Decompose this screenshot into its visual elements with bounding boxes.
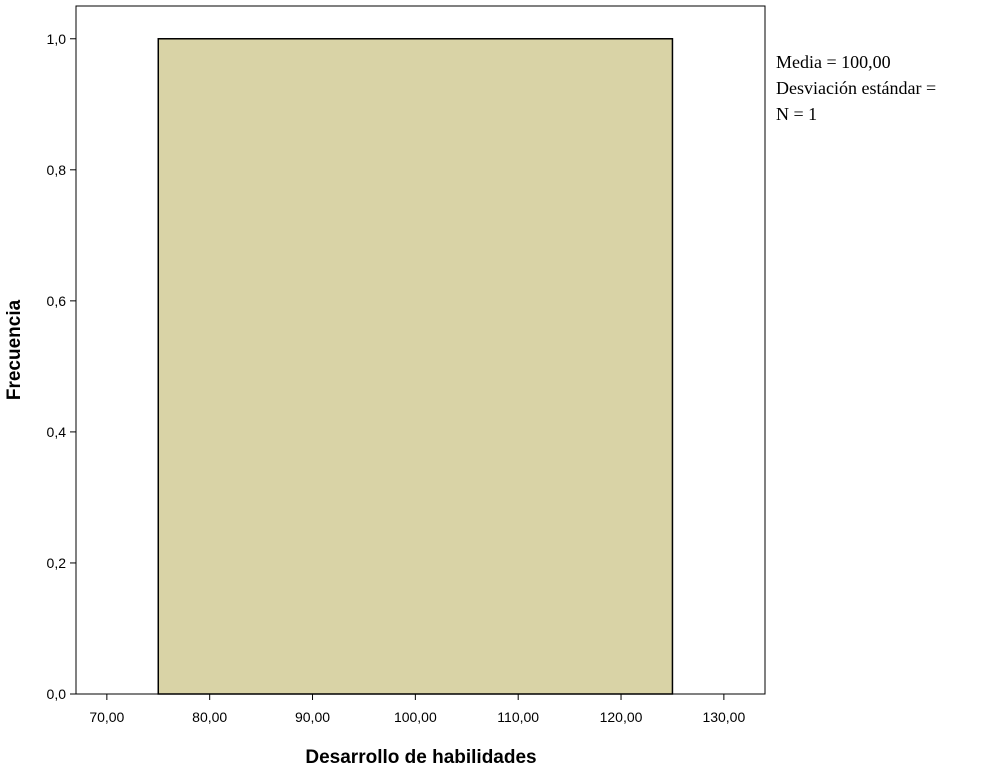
x-tick-label: 70,00 — [89, 709, 124, 725]
x-tick-label: 100,00 — [394, 709, 437, 725]
x-tick-label: 90,00 — [295, 709, 330, 725]
y-tick-label: 0,4 — [47, 424, 67, 440]
x-tick-label: 130,00 — [702, 709, 745, 725]
histogram-bar — [157, 38, 674, 695]
x-tick-label: 110,00 — [497, 709, 539, 725]
bars-layer — [157, 38, 674, 695]
y-tick-label: 0,8 — [47, 162, 67, 178]
y-tick-label: 1,0 — [47, 31, 67, 47]
y-tick-label: 0,0 — [47, 686, 67, 702]
y-tick-label: 0,2 — [47, 555, 67, 571]
x-axis: 70,00 80,00 90,00 100,00 110,00 120,00 130,00 — [89, 694, 745, 725]
y-tick-label: 0,6 — [47, 293, 67, 309]
x-tick-label: 80,00 — [192, 709, 227, 725]
x-axis-title: Desarrollo de habilidades — [305, 747, 536, 768]
stats-mean: Media = 100,00 — [776, 52, 891, 72]
x-tick-label: 120,00 — [600, 709, 643, 725]
y-axis-title: Frecuencia — [4, 299, 25, 400]
stats-std-dev: Desviación estándar = — [776, 78, 936, 98]
y-axis: 0,0 0,2 0,4 0,6 0,8 1,0 — [47, 31, 76, 702]
stats-n: N = 1 — [776, 104, 817, 124]
